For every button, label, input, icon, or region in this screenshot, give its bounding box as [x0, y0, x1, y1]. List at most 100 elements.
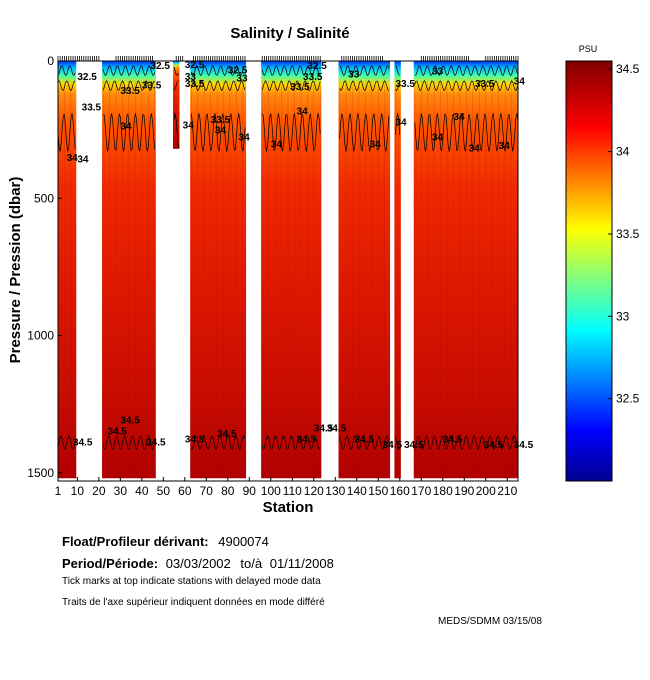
contour-line: [395, 65, 400, 76]
x-tick-label: 200: [476, 484, 496, 498]
contour-label: 34: [514, 76, 526, 87]
y-axis-label: Pressure / Pression (dbar): [7, 177, 24, 364]
x-tick-label: 210: [497, 484, 517, 498]
contour-line: [414, 65, 518, 77]
contour-line: [414, 434, 518, 451]
contour-label: 34: [120, 122, 132, 133]
period-line: Period/Période: 03/03/2002 to/à 01/11/20…: [62, 556, 334, 571]
contour-label: 33.5: [211, 115, 231, 126]
contour-label: 34: [499, 141, 511, 152]
colorbar-tick-label: 32.5: [616, 392, 640, 406]
station-group-7: [394, 61, 401, 479]
x-tick-label: 50: [157, 484, 171, 498]
contour-label: 33: [185, 72, 197, 83]
contour-label: 33: [236, 74, 248, 85]
y-tick-label: 0: [47, 54, 54, 68]
station-group-1: [58, 61, 77, 479]
contour-label: 34: [215, 126, 227, 137]
contour-line: [173, 67, 179, 76]
period-separator: to/à: [240, 556, 263, 571]
contour-label: 34: [432, 133, 444, 144]
contour-label: 34: [297, 107, 309, 118]
colorbar-tick-label: 33.5: [616, 227, 640, 241]
float-id-line: Float/Profileur dérivant: 4900074: [62, 534, 269, 549]
contour-line: [339, 434, 390, 451]
contour-label: 33: [432, 67, 444, 78]
contour-label: 32.5: [77, 72, 97, 83]
contour-label: 34: [395, 118, 407, 129]
contour-label: 34.5: [107, 426, 127, 437]
x-tick-label: 160: [390, 484, 410, 498]
contour-label: 34.5: [404, 440, 424, 451]
x-tick-label: 120: [304, 484, 324, 498]
station-group-3: [173, 61, 180, 149]
contour-line: [173, 113, 179, 148]
contour-label: 34.5: [355, 435, 375, 446]
contour-label: 34.5: [314, 424, 334, 435]
y-tick-label: 1000: [27, 329, 54, 343]
contour-label: 34: [370, 139, 382, 150]
contour-line: [58, 65, 76, 76]
period-from: 03/03/2002: [165, 556, 231, 571]
contour-label: 34: [454, 112, 466, 123]
contour-label: 34.5: [514, 440, 534, 451]
station-group-2: [102, 61, 156, 479]
contour-line: [190, 65, 246, 77]
contour-line: [414, 112, 518, 152]
x-tick-label: 130: [325, 484, 345, 498]
credit-line: MEDS/SDMM 03/15/08: [438, 616, 542, 627]
contour-line: [261, 434, 321, 451]
contour-line: [58, 80, 76, 92]
x-tick-label: 20: [92, 484, 106, 498]
x-tick-label: 70: [200, 484, 214, 498]
contour-line: [58, 435, 76, 451]
contour-label: 33: [348, 69, 360, 80]
contour-label: 34.5: [146, 437, 166, 448]
x-tick-label: 60: [178, 484, 192, 498]
x-tick-label: 1: [55, 484, 62, 498]
contour-line: [102, 65, 156, 77]
x-tick-label: 140: [347, 484, 367, 498]
contour-label: 34: [183, 120, 195, 131]
contour-label: 33.5: [290, 82, 310, 93]
x-tick-label: 110: [283, 484, 302, 498]
contour-label: 34.5: [217, 429, 237, 440]
x-tick-label: 90: [243, 484, 257, 498]
station-group-6: [338, 61, 391, 479]
contour-label: 32.5: [228, 65, 248, 76]
contour-label: 33.5: [142, 80, 162, 91]
y-tick-label: 500: [34, 191, 54, 205]
contour-label: 34.5: [443, 435, 463, 446]
contour-label: 33.5: [185, 79, 205, 90]
contour-line: [103, 112, 156, 152]
contour-line: [414, 80, 518, 92]
contour-line: [261, 112, 321, 152]
contour-line: [173, 80, 179, 91]
contour-line: [102, 434, 156, 451]
contour-label: 34: [469, 144, 481, 155]
x-tick-label: 30: [114, 484, 128, 498]
x-tick-label: 180: [433, 484, 453, 498]
x-tick-label: 10: [71, 484, 85, 498]
contour-label: 34.5: [297, 435, 317, 446]
station-group-5: [261, 61, 322, 479]
float-label: Float/Profileur dérivant:: [62, 534, 209, 549]
contour-label: 34.5: [185, 435, 205, 446]
contour-label: 33.5: [120, 86, 140, 97]
contour-line: [339, 65, 390, 77]
x-axis-label: Station: [263, 499, 314, 516]
contour-line: [261, 80, 321, 92]
contour-label: 33.5: [82, 102, 102, 113]
note-english: Tick marks at top indicate stations with…: [62, 576, 321, 587]
contour-label: 34: [77, 155, 89, 166]
contour-line: [102, 80, 155, 92]
y-tick-label: 1500: [27, 466, 54, 480]
x-tick-label: 40: [135, 484, 149, 498]
x-tick-label: 150: [368, 484, 388, 498]
contour-line: [395, 81, 401, 92]
note-french: Traits de l'axe supérieur indiquent donn…: [62, 597, 325, 608]
contour-label: 34: [271, 139, 283, 150]
contour-line: [58, 113, 76, 152]
x-tick-label: 80: [221, 484, 235, 498]
